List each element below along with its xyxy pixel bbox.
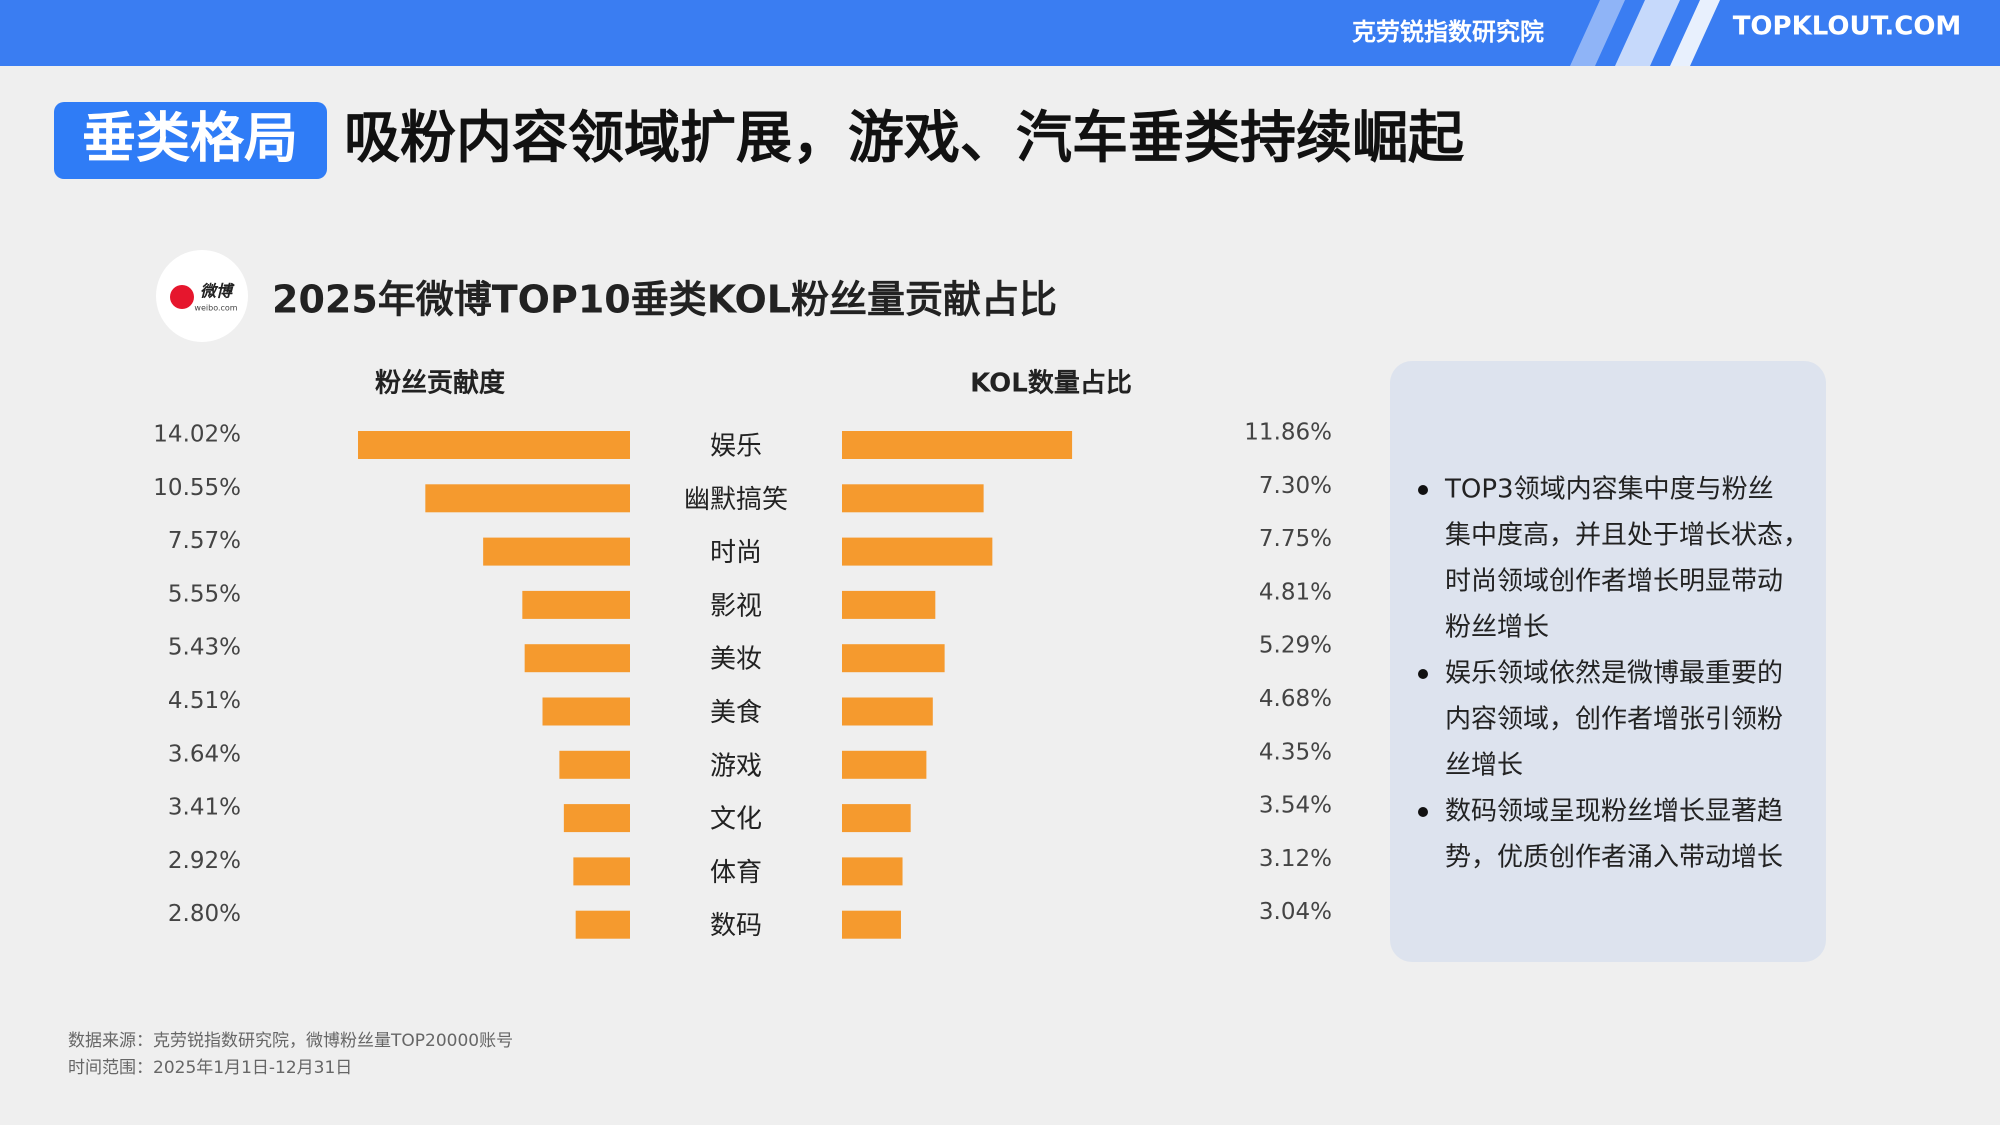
value-label: 3.41% xyxy=(168,795,241,821)
bar xyxy=(842,484,984,513)
bar xyxy=(483,537,630,566)
legend-label: KOL数量占比 xyxy=(970,369,1132,399)
note-line: 丝增长 xyxy=(1445,751,1523,781)
stripe xyxy=(1570,0,1625,66)
value-label: 2.92% xyxy=(168,848,241,874)
bar xyxy=(524,644,630,673)
value-label: 7.75% xyxy=(1259,526,1332,552)
value-label: 7.57% xyxy=(168,528,241,554)
value-label: 3.04% xyxy=(1259,899,1332,925)
badge-sub: weibo.com xyxy=(194,304,237,313)
value-label: 7.30% xyxy=(1259,473,1332,499)
tag-box xyxy=(54,102,327,179)
value-label: 3.64% xyxy=(168,741,241,767)
bullet xyxy=(1418,807,1428,817)
logo: TOPKLOUT.COM xyxy=(1733,12,1962,42)
source: 数据来源：克劳锐指数研究院，微博粉丝量TOP20000账号 xyxy=(68,1031,513,1051)
value-label: 11.86% xyxy=(1244,420,1332,446)
bar xyxy=(842,537,993,566)
bar xyxy=(559,750,630,779)
bar xyxy=(573,857,630,886)
bar xyxy=(522,590,630,619)
note-line: 内容领域，创作者增张引领粉 xyxy=(1445,705,1783,735)
category-label: 游戏 xyxy=(710,751,762,781)
stripe xyxy=(1670,0,1720,66)
bar xyxy=(842,750,927,779)
legend-label: 粉丝贡献度 xyxy=(375,368,505,399)
tag: 垂类格局 xyxy=(82,107,298,170)
value-label: 3.12% xyxy=(1259,846,1332,872)
badge-text: 微博 xyxy=(200,282,235,301)
value-label: 2.80% xyxy=(168,901,241,927)
source: 时间范围：2025年1月1日-12月31日 xyxy=(68,1058,352,1078)
bar xyxy=(563,804,630,833)
value-label: 10.55% xyxy=(153,475,241,501)
category-label: 体育 xyxy=(710,858,762,888)
note-line: 数码领域呈现粉丝增长显著趋 xyxy=(1445,797,1783,827)
bar xyxy=(842,590,936,619)
bar xyxy=(842,697,933,726)
value-label: 5.55% xyxy=(168,581,241,607)
value-label: 5.43% xyxy=(168,635,241,661)
note-line: 娱乐领域依然是微博最重要的 xyxy=(1445,659,1783,689)
bar xyxy=(358,431,630,459)
category-label: 影视 xyxy=(710,591,762,621)
note-line: 势，优质创作者涌入带动增长 xyxy=(1445,843,1783,873)
category-label: 文化 xyxy=(710,805,762,835)
value-label: 5.29% xyxy=(1259,633,1332,659)
value-label: 4.51% xyxy=(168,688,241,714)
bar xyxy=(842,804,911,833)
value-label: 4.81% xyxy=(1259,579,1332,605)
bullet xyxy=(1418,485,1428,495)
bar xyxy=(842,644,945,673)
bar xyxy=(542,697,630,726)
brand: 克劳锐指数研究院 xyxy=(1352,18,1544,46)
weibo-icon xyxy=(170,285,194,309)
bar xyxy=(842,857,903,886)
bar xyxy=(842,910,901,939)
category-label: 时尚 xyxy=(710,538,762,568)
notes-panel xyxy=(1390,361,1826,962)
logo-badge xyxy=(156,250,248,342)
bar xyxy=(575,910,630,939)
value-label: 3.54% xyxy=(1259,793,1332,819)
value-label: 4.68% xyxy=(1259,686,1332,712)
bar xyxy=(425,484,630,513)
value-label: 14.02% xyxy=(153,422,241,448)
category-label: 幽默搞笑 xyxy=(684,485,788,515)
note-line: TOP3领域内容集中度与粉丝 xyxy=(1444,475,1774,505)
note-line: 集中度高，并且处于增长状态， xyxy=(1445,521,1809,551)
chart-title: 2025年微博TOP10垂类KOL粉丝量贡献占比 xyxy=(272,278,1057,322)
slide-title: 吸粉内容领域扩展，游戏、汽车垂类持续崛起 xyxy=(344,106,1465,171)
note-line: 时尚领域创作者增长明显带动 xyxy=(1445,567,1783,597)
category-label: 娱乐 xyxy=(710,432,762,462)
bar xyxy=(842,431,1073,459)
category-label: 美食 xyxy=(710,698,762,728)
note-line: 粉丝增长 xyxy=(1445,613,1549,643)
category-label: 美妆 xyxy=(710,645,762,675)
bullet xyxy=(1418,669,1428,679)
stripe xyxy=(1615,0,1680,66)
category-label: 数码 xyxy=(710,911,762,941)
value-label: 4.35% xyxy=(1259,739,1332,765)
